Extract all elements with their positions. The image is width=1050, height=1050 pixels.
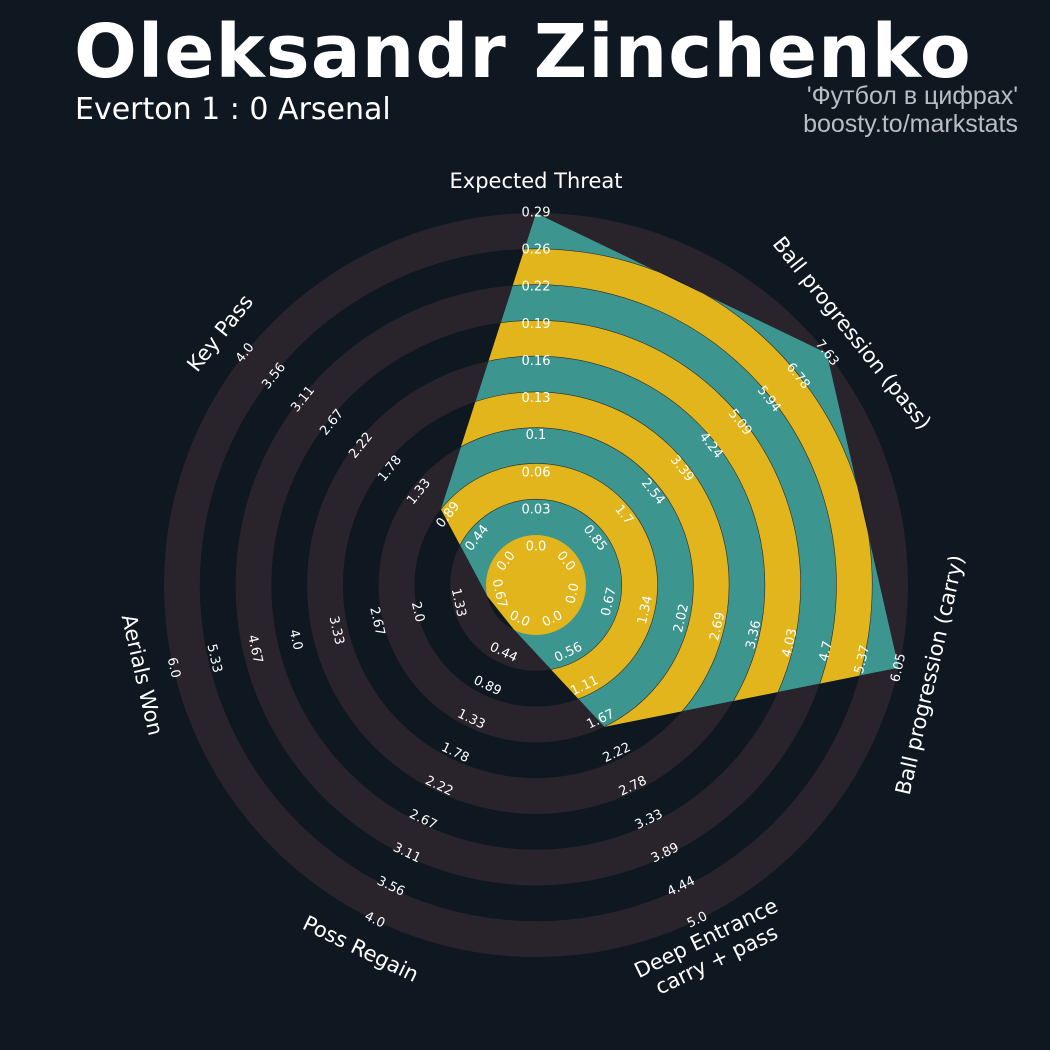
tick-label: 0.13 — [522, 391, 551, 406]
tick-label: 0.22 — [522, 280, 551, 295]
axis-label-line: Expected Threat — [450, 169, 623, 193]
tick-label: 2.02 — [671, 602, 692, 634]
player-area-core — [486, 535, 586, 635]
tick-label: 0.16 — [522, 354, 551, 369]
tick-label: 5.33 — [203, 643, 224, 675]
tick-label: 4.7 — [817, 640, 836, 664]
tick-label: 5.37 — [852, 644, 873, 676]
tick-label: 0.03 — [522, 502, 551, 517]
tick-label: 2.67 — [366, 606, 387, 638]
tick-label: 0.29 — [522, 206, 551, 221]
axis-label-line: Aerials Won — [117, 612, 168, 738]
tick-label: 3.33 — [326, 615, 347, 647]
tick-label: 0.1 — [526, 428, 547, 443]
player-area-stripe — [440, 391, 730, 727]
tick-label: 0.0 — [526, 540, 547, 555]
player-area-stripes — [440, 248, 873, 727]
tick-label: 6.0 — [164, 656, 183, 680]
tick-label: 6.05 — [888, 652, 909, 684]
player-area-stripe — [440, 320, 801, 727]
tick-label: 0.67 — [599, 586, 620, 618]
tick-label: 1.34 — [635, 594, 656, 626]
credit-line-2: boosty.to/markstats — [803, 110, 1018, 138]
tick-label: 0.19 — [522, 317, 551, 332]
player-area-stripe — [440, 248, 873, 727]
tick-label: 3.36 — [743, 619, 764, 651]
page-title: Oleksandr Zinchenko — [74, 9, 972, 95]
axis-label: Expected Threat — [450, 169, 623, 193]
tick-label: 1.33 — [448, 587, 469, 619]
credit-line-1: 'Футбол в цифрах' — [806, 82, 1018, 110]
tick-label: 0.26 — [522, 243, 551, 258]
tick-label: 0.06 — [522, 465, 551, 480]
tick-label: 0.67 — [488, 578, 509, 610]
tick-label: 4.03 — [780, 627, 801, 659]
axis-label: Aerials Won — [117, 612, 168, 738]
tick-label: 4.67 — [244, 633, 265, 665]
tick-label: 2.0 — [408, 600, 427, 624]
tick-label: 4.0 — [286, 628, 305, 652]
tick-label: 0.0 — [563, 582, 582, 606]
match-subtitle: Everton 1 : 0 Arsenal — [75, 92, 391, 127]
tick-label: 2.69 — [707, 611, 728, 643]
